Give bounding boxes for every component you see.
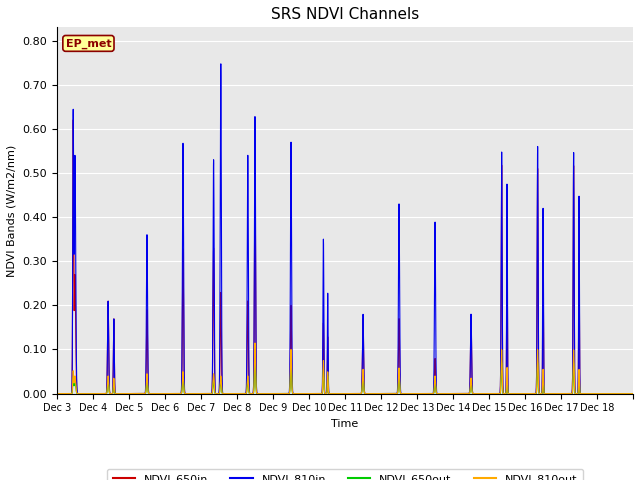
NDVI_810in — [483, 391, 491, 396]
NDVI_810out — [53, 391, 61, 396]
NDVI_810in — [273, 391, 281, 396]
NDVI_650in — [69, 117, 77, 123]
NDVI_810out — [629, 391, 637, 396]
NDVI_810in — [629, 391, 637, 396]
Title: SRS NDVI Channels: SRS NDVI Channels — [271, 7, 419, 22]
NDVI_810out — [483, 391, 491, 396]
NDVI_650out — [158, 391, 166, 396]
NDVI_650in — [53, 391, 61, 396]
NDVI_650in — [629, 391, 637, 396]
NDVI_650in — [158, 391, 166, 396]
NDVI_810out — [527, 391, 534, 396]
NDVI_650in — [428, 391, 436, 396]
NDVI_810in — [338, 391, 346, 396]
Line: NDVI_810out: NDVI_810out — [57, 343, 633, 394]
NDVI_810in — [53, 391, 61, 396]
NDVI_650out — [483, 391, 491, 396]
NDVI_650in — [338, 391, 346, 396]
Line: NDVI_650out: NDVI_650out — [57, 359, 633, 394]
X-axis label: Time: Time — [332, 419, 358, 429]
Text: EP_met: EP_met — [66, 38, 111, 48]
NDVI_650out — [273, 391, 281, 396]
NDVI_650out — [629, 391, 637, 396]
NDVI_810in — [217, 61, 225, 67]
Legend: NDVI_650in, NDVI_810in, NDVI_650out, NDVI_810out: NDVI_650in, NDVI_810in, NDVI_650out, NDV… — [107, 468, 583, 480]
NDVI_650out — [527, 391, 534, 396]
NDVI_650out — [53, 391, 61, 396]
NDVI_650in — [273, 391, 281, 396]
NDVI_810out — [273, 391, 281, 396]
NDVI_650in — [399, 391, 406, 396]
Line: NDVI_810in: NDVI_810in — [57, 64, 633, 394]
Line: NDVI_650in: NDVI_650in — [57, 120, 633, 394]
NDVI_650in — [483, 391, 491, 396]
NDVI_810in — [399, 391, 406, 396]
NDVI_810out — [399, 391, 406, 396]
NDVI_810in — [527, 391, 534, 396]
Y-axis label: NDVI Bands (W/m2/nm): NDVI Bands (W/m2/nm) — [7, 144, 17, 276]
NDVI_650out — [251, 356, 259, 361]
NDVI_810out — [158, 391, 166, 396]
NDVI_650in — [527, 391, 534, 396]
NDVI_810out — [251, 340, 259, 346]
NDVI_650out — [338, 391, 346, 396]
NDVI_810in — [428, 391, 436, 396]
NDVI_810in — [158, 391, 166, 396]
NDVI_810out — [338, 391, 346, 396]
NDVI_650out — [399, 391, 406, 396]
NDVI_650out — [428, 391, 436, 396]
NDVI_810out — [428, 391, 436, 396]
